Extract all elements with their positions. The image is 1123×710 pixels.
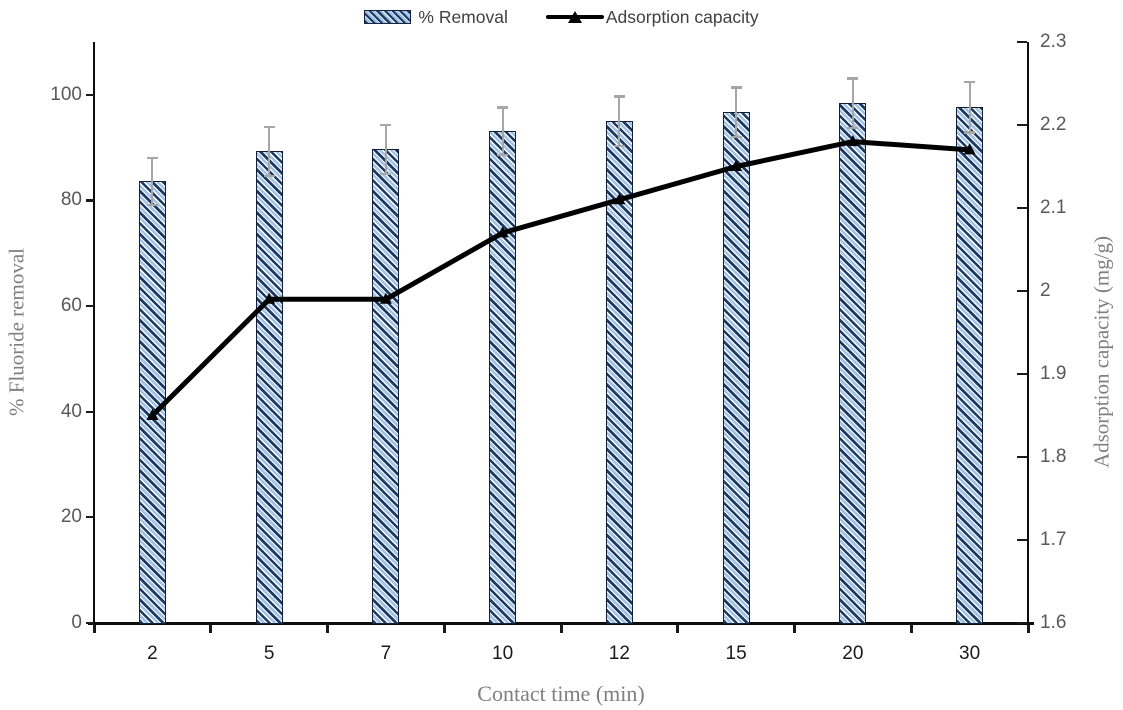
error-bar-line xyxy=(501,107,504,156)
y-left-tick-label: 60 xyxy=(60,295,82,317)
error-bar-line xyxy=(151,158,154,205)
legend-capacity-label: Adsorption capacity xyxy=(605,7,759,27)
removal-bar xyxy=(372,149,400,624)
error-bar-line xyxy=(268,126,271,177)
error-bar-line xyxy=(618,96,621,147)
x-axis-boundary-tick xyxy=(793,625,796,634)
error-bar-bottom-cap xyxy=(380,172,392,175)
y-right-tick-label: 2 xyxy=(1040,280,1051,301)
error-bar-top-cap xyxy=(380,123,392,127)
y-right-tick xyxy=(1017,455,1027,459)
x-tick-label: 5 xyxy=(263,643,275,664)
x-tick-label: 30 xyxy=(959,643,981,664)
y-right-tick-label: 1.7 xyxy=(1040,529,1067,550)
error-bar-line xyxy=(384,124,387,174)
y-left-tick-label: 20 xyxy=(60,506,82,528)
y-left-tick xyxy=(86,621,94,625)
x-axis-boundary-tick xyxy=(442,625,446,634)
x-tick-label: 7 xyxy=(380,643,392,664)
x-axis-line xyxy=(88,621,1034,626)
y-left-tick xyxy=(86,516,94,519)
error-bar-bottom-cap xyxy=(964,131,976,134)
triangle-marker-icon xyxy=(567,10,582,23)
removal-bar xyxy=(138,181,166,624)
legend-removal-hatch-swatch-icon xyxy=(364,10,412,24)
y-right-axis-line xyxy=(1026,42,1030,626)
x-tick-label: 20 xyxy=(842,643,864,664)
y-right-tick xyxy=(1017,289,1027,293)
y-right-axis-title: Adsorption capacity (mg/g) xyxy=(1089,235,1114,469)
x-axis-boundary-tick xyxy=(326,625,329,634)
removal-bar xyxy=(839,103,867,624)
y-left-tick-label: 80 xyxy=(60,189,82,211)
x-axis-boundary-tick xyxy=(92,625,96,634)
error-bar-top-cap xyxy=(964,80,976,83)
x-tick-label: 12 xyxy=(608,643,630,664)
y-left-axis-title: % Fluoride removal xyxy=(4,248,29,416)
error-bar-top-cap xyxy=(146,157,158,160)
legend-capacity-marker-icon xyxy=(545,10,604,25)
error-bar-bottom-cap xyxy=(847,127,859,130)
y-left-tick xyxy=(86,410,94,413)
x-tick-label: 10 xyxy=(492,643,514,664)
y-right-tick-label: 2.3 xyxy=(1040,31,1067,52)
x-axis-boundary-tick xyxy=(909,625,913,634)
error-bar-line xyxy=(735,87,738,138)
removal-bar xyxy=(956,106,984,624)
error-bar-bottom-cap xyxy=(146,203,158,206)
x-axis-boundary-tick xyxy=(559,625,563,634)
y-right-tick xyxy=(1017,40,1027,44)
y-right-tick-label: 2.2 xyxy=(1040,114,1067,135)
y-left-tick xyxy=(86,93,94,96)
error-bar-top-cap xyxy=(613,95,625,98)
error-bar-bottom-cap xyxy=(613,145,625,148)
y-left-tick xyxy=(86,199,94,202)
x-axis-title: Contact time (min) xyxy=(477,681,645,706)
y-left-tick-label: 0 xyxy=(71,612,82,633)
error-bar-top-cap xyxy=(263,125,275,128)
y-right-tick-label: 1.9 xyxy=(1040,363,1067,384)
x-axis-boundary-tick xyxy=(676,625,680,634)
x-tick-label: 2 xyxy=(147,643,158,664)
x-axis-boundary-tick xyxy=(1026,625,1030,634)
y-left-axis-line xyxy=(92,42,96,626)
error-bar-bottom-cap xyxy=(497,154,509,157)
y-right-tick xyxy=(1017,621,1027,625)
y-right-tick-label: 2.1 xyxy=(1040,197,1067,218)
legend-removal-label: % Removal xyxy=(418,7,508,27)
y-left-tick-label: 40 xyxy=(60,400,82,422)
error-bar-bottom-cap xyxy=(730,136,742,139)
legend: % Removal Adsorption capacity xyxy=(0,5,1123,29)
y-left-tick-label: 100 xyxy=(50,83,82,105)
y-right-tick xyxy=(1017,538,1027,542)
x-tick-label: 15 xyxy=(725,643,747,664)
y-right-tick xyxy=(1017,123,1027,127)
error-bar-line xyxy=(968,81,971,133)
y-left-tick xyxy=(86,304,94,308)
removal-bar xyxy=(605,121,633,624)
y-right-tick-label: 1.6 xyxy=(1040,612,1067,633)
error-bar-top-cap xyxy=(497,106,509,109)
removal-bar xyxy=(489,131,517,624)
x-axis-boundary-tick xyxy=(209,625,213,634)
removal-bar xyxy=(255,151,283,624)
y-right-tick xyxy=(1017,206,1027,210)
error-bar-line xyxy=(851,78,854,129)
error-bar-top-cap xyxy=(847,77,859,80)
error-bar-top-cap xyxy=(730,86,742,89)
y-right-tick-label: 1.8 xyxy=(1040,446,1067,467)
error-bar-bottom-cap xyxy=(263,175,275,178)
y-right-tick xyxy=(1017,372,1027,376)
removal-bar xyxy=(722,112,750,624)
